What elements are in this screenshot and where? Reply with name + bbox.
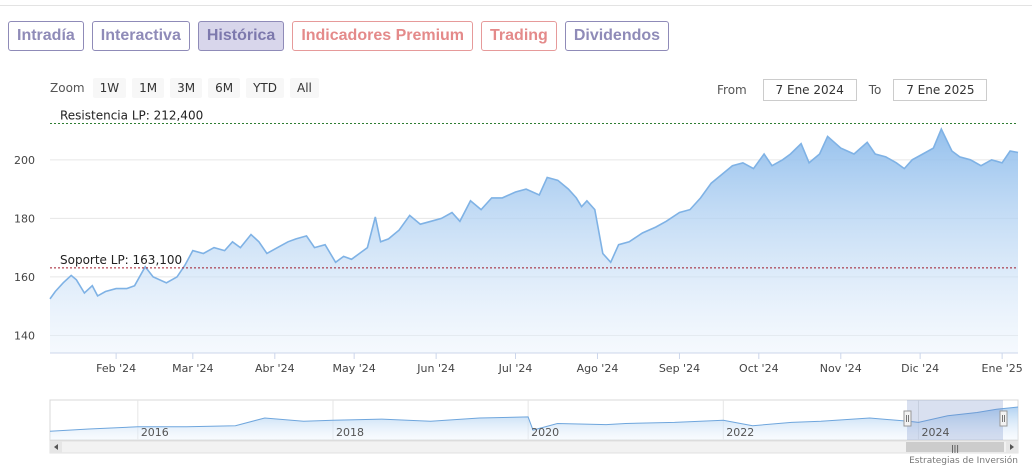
from-label: From bbox=[717, 83, 747, 97]
y-tick-label: 180 bbox=[14, 212, 35, 225]
x-tick-label: Abr '24 bbox=[255, 362, 295, 375]
y-axis-ticks: 140 160 180 200 bbox=[14, 154, 35, 343]
tab-dividendos[interactable]: Dividendos bbox=[564, 21, 670, 51]
tab-trading[interactable]: Trading bbox=[481, 21, 557, 51]
to-date-input[interactable]: 7 Ene 2025 bbox=[893, 79, 988, 101]
scroll-grip-icon: ||| bbox=[951, 444, 959, 453]
scrollbar-track[interactable] bbox=[49, 440, 1019, 454]
y-tick-label: 140 bbox=[14, 329, 35, 342]
navigator-year-label: 2018 bbox=[336, 426, 364, 439]
navigator-right-handle[interactable] bbox=[999, 410, 1008, 427]
zoom-ytd-button[interactable]: YTD bbox=[246, 78, 284, 98]
tab-interactiva[interactable]: Interactiva bbox=[91, 21, 190, 51]
date-range: From 7 Ene 2024 To 7 Ene 2025 bbox=[717, 79, 988, 101]
navigator-selection[interactable] bbox=[907, 400, 1003, 440]
tab-intradia[interactable]: Intradía bbox=[8, 21, 84, 51]
scrollbar[interactable]: ||| bbox=[49, 440, 1019, 454]
x-tick-label: Jun '24 bbox=[416, 362, 455, 375]
x-tick-label: Ago '24 bbox=[577, 362, 619, 375]
arrow-left-icon bbox=[54, 444, 58, 450]
y-tick-label: 160 bbox=[14, 271, 35, 284]
navigator-year-label: 2016 bbox=[141, 426, 169, 439]
chart-mode-tabs: Intradía Interactiva Histórica Indicadores … bbox=[8, 21, 670, 51]
x-tick-label: Feb '24 bbox=[96, 362, 136, 375]
x-tick-label: Nov '24 bbox=[820, 362, 862, 375]
x-tick-label: Ene '25 bbox=[982, 362, 1023, 375]
zoom-6m-button[interactable]: 6M bbox=[208, 78, 241, 98]
annotation-label: Resistencia LP: 212,400 bbox=[60, 109, 203, 123]
navigator-year-label: 2020 bbox=[531, 426, 559, 439]
navigator-area bbox=[50, 407, 1018, 440]
from-date-input[interactable]: 7 Ene 2024 bbox=[762, 79, 857, 101]
x-tick-label: Dic '24 bbox=[901, 362, 939, 375]
top-divider bbox=[0, 5, 1032, 6]
annotation-label: Soporte LP: 163,100 bbox=[60, 253, 182, 267]
zoom-all-button[interactable]: All bbox=[290, 78, 319, 98]
navigator-year-label: 2022 bbox=[726, 426, 754, 439]
zoom-controls: Zoom 1W 1M 3M 6M YTD All bbox=[50, 78, 319, 98]
y-tick-label: 200 bbox=[14, 154, 35, 167]
to-label: To bbox=[868, 83, 882, 97]
scrollbar-thumb[interactable] bbox=[906, 442, 1004, 452]
zoom-1w-button[interactable]: 1W bbox=[92, 78, 127, 98]
x-tick-label: May '24 bbox=[333, 362, 376, 375]
level-annotations: Resistencia LP: 212,400 Soporte LP: 163,1… bbox=[50, 109, 1018, 269]
credit-text: Estrategias de Inversión bbox=[909, 456, 1018, 466]
tab-indicadores-premium[interactable]: Indicadores Premium bbox=[292, 21, 474, 51]
navigator-year-labels: 2016 2018 2020 2022 2024 bbox=[141, 426, 950, 439]
zoom-1m-button[interactable]: 1M bbox=[132, 78, 165, 98]
price-line bbox=[49, 127, 1019, 300]
navigator-left-handle[interactable] bbox=[903, 410, 912, 427]
price-area bbox=[50, 129, 1018, 353]
x-tick-label: Oct '24 bbox=[739, 362, 779, 375]
navigator-line bbox=[49, 406, 1019, 432]
tab-historica[interactable]: Histórica bbox=[197, 21, 285, 51]
navigator-year-label: 2024 bbox=[921, 426, 949, 439]
zoom-3m-button[interactable]: 3M bbox=[170, 78, 203, 98]
navigator[interactable]: 2016 2018 2020 2022 2024 bbox=[49, 399, 1019, 441]
x-tick-label: Mar '24 bbox=[172, 362, 213, 375]
x-tick-label: Jul '24 bbox=[498, 362, 533, 375]
zoom-label: Zoom bbox=[50, 81, 85, 95]
arrow-right-icon bbox=[1010, 444, 1014, 450]
x-axis-ticks: Feb '24 Mar '24 Abr '24 May '24 Jun '24 Jul '… bbox=[96, 353, 1023, 375]
x-tick-label: Sep '24 bbox=[659, 362, 700, 375]
